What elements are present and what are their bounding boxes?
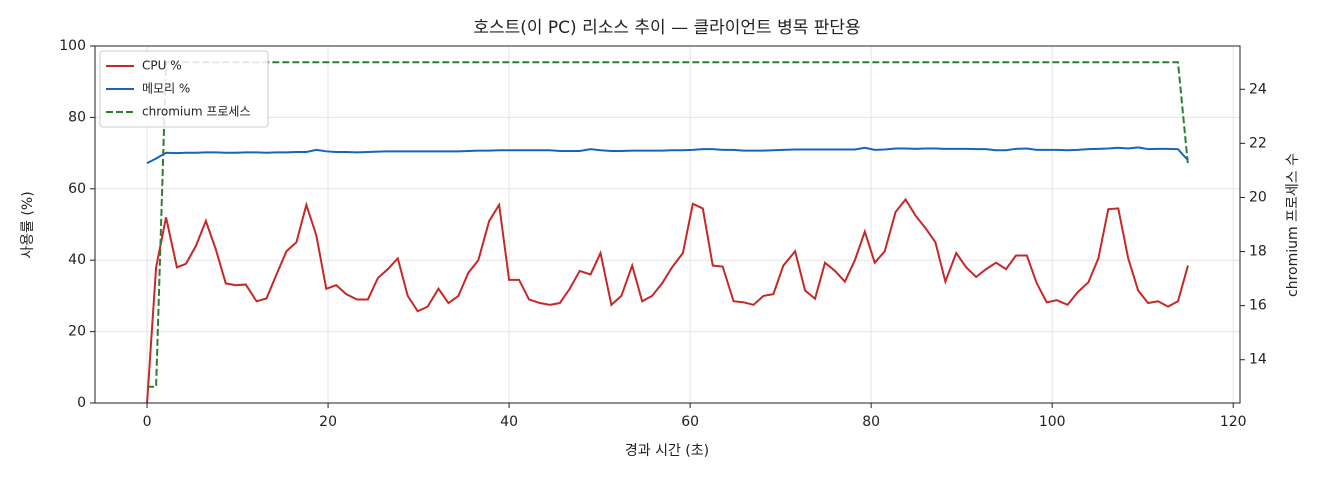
y2-tick-label: 20 [1249, 189, 1267, 205]
y-tick-label: 0 [77, 395, 86, 411]
y2-tick-label: 22 [1249, 135, 1267, 151]
x-tick-label: 60 [681, 414, 699, 430]
y2-tick-label: 14 [1249, 352, 1267, 368]
x-tick-label: 100 [1039, 414, 1066, 430]
y2-tick-label: 16 [1249, 298, 1267, 314]
x-tick-label: 0 [143, 414, 152, 430]
y-tick-label: 60 [68, 181, 86, 197]
x-tick-label: 40 [500, 414, 518, 430]
y-tick-label: 20 [68, 324, 86, 340]
y-tick-label: 40 [68, 252, 86, 268]
series-line [147, 61, 1189, 388]
legend-box [99, 50, 269, 128]
y-tick-label: 100 [59, 38, 86, 54]
x-tick-label: 120 [1220, 414, 1247, 430]
y-axis-label: 사용률 (%) [20, 191, 36, 258]
series-line [146, 146, 1189, 164]
y2-tick-label: 24 [1249, 81, 1267, 97]
legend-label: CPU % [142, 59, 182, 73]
x-tick-label: 20 [319, 414, 337, 430]
y-tick-label: 80 [68, 109, 86, 125]
legend-label: chromium 프로세스 [142, 105, 251, 119]
plot-frame [94, 45, 1241, 404]
y2-tick-label: 18 [1249, 244, 1267, 260]
legend-label: 메모리 % [142, 82, 190, 96]
x-tick-label: 80 [862, 414, 880, 430]
chart-title: 호스트(이 PC) 리소스 추이 — 클라이언트 병목 판단용 [473, 18, 860, 38]
y2-axis-label: chromium 프로세스 수 [1285, 153, 1301, 297]
x-axis-label: 경과 시간 (초) [625, 443, 709, 459]
series-line [146, 197, 1189, 404]
